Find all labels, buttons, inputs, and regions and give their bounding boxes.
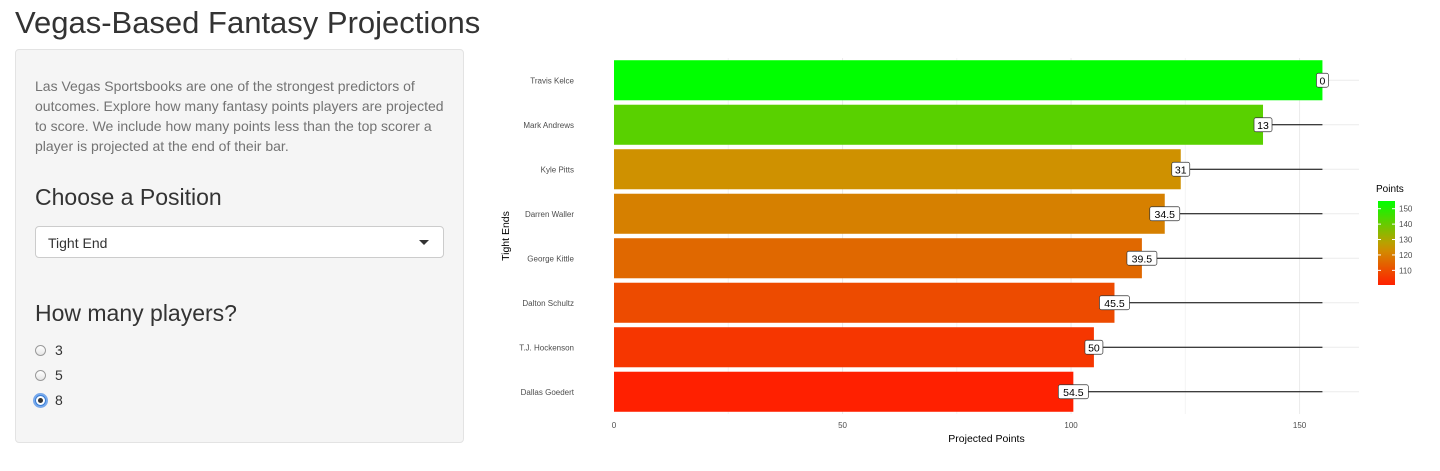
radio-button[interactable] [35,369,46,381]
legend-title: Points [1376,184,1404,195]
bar [614,193,1165,234]
position-heading: Choose a Position [35,184,222,210]
legend-tick-label: 120 [1399,251,1413,260]
bar [614,149,1181,190]
point-label: 34.5 [1155,209,1176,221]
legend-tick-label: 110 [1399,266,1412,275]
category-label: Darren Waller [525,210,574,219]
point-label-box [1084,339,1104,355]
category-label: Mark Andrews [523,121,574,130]
point-label: 39.5 [1132,253,1153,265]
x-axis-title: Projected Points [948,433,1024,445]
radio-button[interactable] [35,344,46,356]
intro-text: Las Vegas Sportsbooks are one of the str… [35,78,444,154]
category-label: T.J. Hockenson [519,343,574,352]
point-label: 45.5 [1104,298,1125,310]
page-title: Vegas-Based Fantasy Projections [15,5,481,40]
chevron-down-icon[interactable] [419,240,429,245]
radio-label: 5 [55,367,63,383]
legend-tick-label: 150 [1399,205,1413,214]
legend-colorbar [1378,201,1395,285]
x-tick-label: 100 [1064,421,1078,430]
bar [614,327,1094,368]
point-label-box [1253,117,1273,133]
point-label-box [1126,250,1158,266]
x-tick-label: 0 [612,421,617,430]
radio-label: 8 [55,392,63,408]
category-label: Travis Kelce [530,76,574,85]
radio-button[interactable] [35,394,46,406]
point-label: 31 [1175,164,1187,176]
point-label-box [1099,295,1130,311]
bar [614,371,1074,412]
bar [614,238,1142,279]
projection-bar-chart: Travis Kelce 0 Mark Andrews 13 Kyle Pitts 31 D… [500,58,1413,445]
legend-tick-label: 130 [1399,236,1413,245]
category-label: George Kittle [527,254,574,263]
sidebar-panel: Las Vegas Sportsbooks are one of the str… [15,49,464,443]
point-label: 13 [1257,120,1269,132]
x-tick-label: 50 [838,421,847,430]
bar [614,104,1264,145]
category-label: Dalton Schultz [522,299,574,308]
point-label-box [1171,161,1191,177]
category-label: Dallas Goedert [521,388,575,397]
radio-label: 3 [55,342,63,358]
point-label: 54.5 [1063,387,1084,399]
bar [614,60,1323,101]
position-select-value: Tight End [48,235,108,251]
y-axis-title: Tight Ends [500,211,512,261]
point-label-box [1149,206,1181,222]
point-label-box [1316,72,1329,88]
player-count-option-5[interactable]: 5 [35,366,63,384]
point-label: 50 [1088,342,1100,354]
players-heading: How many players? [35,300,237,326]
position-select[interactable]: Tight End [35,226,444,258]
category-label: Kyle Pitts [541,165,574,174]
player-count-option-8[interactable]: 8 [35,391,63,409]
legend-tick-label: 140 [1399,220,1413,229]
x-tick-label: 150 [1293,421,1307,430]
point-label-box [1057,384,1089,400]
player-count-option-3[interactable]: 3 [35,341,63,359]
point-label: 0 [1320,75,1326,87]
bar [614,282,1115,323]
